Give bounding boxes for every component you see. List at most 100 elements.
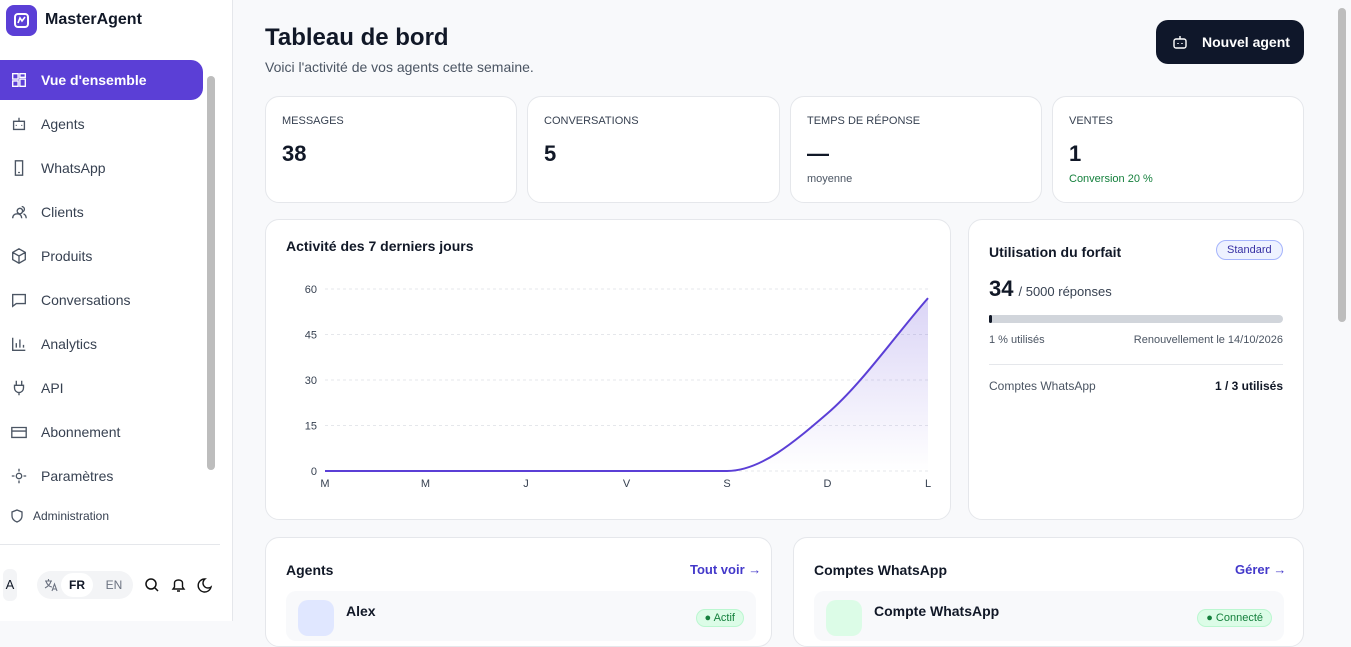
nav-label: Conversations [41,292,131,308]
logo [6,5,37,36]
page-title: Tableau de bord [265,24,449,51]
nav-item[interactable]: Produits [0,236,203,276]
stat-card: MESSAGES 38 [265,96,517,203]
whatsapp-link[interactable]: Gérer → [1235,562,1287,577]
y-tick-label: 0 [311,466,317,478]
stat-label: TEMPS DE RÉPONSE [807,115,921,127]
nav-icon [13,380,25,396]
icon-path [12,73,26,87]
agent-name: Alex [346,603,376,619]
nav-item[interactable]: Clients [0,192,203,232]
progress-fill [989,315,992,323]
activity-card: Activité des 7 derniers jours 0 15 30 45 60 M… [265,219,951,520]
toolbar-icons [145,578,213,593]
nav-label: API [41,380,64,396]
y-tick-label: 15 [305,421,317,433]
nav-label: Vue d'ensemble [41,72,147,88]
agent-status: ● Actif [695,609,744,627]
logo-icon [14,13,29,28]
icon-path [12,117,26,131]
stat-value: 38 [282,141,307,166]
sidebar: MasterAgent Vue d'ensemble Agents WhatsApp… [0,0,233,621]
nav-item[interactable]: WhatsApp [0,148,203,188]
line [325,297,929,472]
account-row[interactable]: Compte WhatsApp ● Connecté [814,591,1284,641]
nav-icon [11,426,27,439]
bot-icon [1173,36,1187,49]
x-tick-label: V [623,478,631,490]
nav-item[interactable]: API [0,368,203,408]
stat-value: 5 [544,141,557,166]
stat-card: VENTES 1 Conversion 20 % [1052,96,1304,203]
icon-path [13,380,25,396]
stat-card: CONVERSATIONS 5 [527,96,780,203]
stat-value: 1 [1069,141,1082,166]
whatsapp-title: Comptes WhatsApp [814,562,947,578]
lang-en[interactable]: EN [105,578,123,592]
nav-label: Abonnement [41,424,121,440]
shield-icon [11,509,23,523]
avatar[interactable]: A [3,569,17,601]
plan-usage: 34 / 5000 réponses [989,276,1112,302]
plan-used: 34 [989,276,1014,301]
agent-row[interactable]: Alex ● Actif [286,591,756,641]
button-text: Nouvel agent [1202,34,1290,50]
usage-label: 1 % utilisés [989,334,1045,346]
x-tick-label: S [723,478,730,490]
agents-card: Agents Tout voir → Alex ● Actif [265,537,772,647]
x-tick-label: M [421,478,430,490]
nav-item[interactable]: Vue d'ensemble [0,60,203,100]
icon-path [12,293,26,308]
link-text: Tout voir [690,562,745,577]
status-text: Connecté [1215,612,1263,624]
nav-item[interactable]: Agents [0,104,203,144]
row-label: Comptes WhatsApp [989,379,1096,393]
link-text: Gérer [1235,562,1270,577]
x-tick-label: M [320,478,329,490]
stat-value: — [807,141,829,166]
admin-link[interactable]: Administration [10,509,109,523]
nav-label: WhatsApp [41,160,106,176]
account-status: ● Connecté [1197,609,1272,627]
nav-item[interactable]: Analytics [0,324,203,364]
plan-card: Utilisation du forfait Standard 34 / 5000… [968,219,1304,520]
lang-fr[interactable]: FR [61,573,93,597]
nav-item[interactable]: Conversations [0,280,203,320]
stat-label: VENTES [1069,115,1114,127]
nav-icon [12,248,26,264]
progress-track [989,315,1283,323]
nav-label: Agents [41,116,85,132]
agents-title: Agents [286,562,334,578]
icon-path [12,205,27,219]
plan-title: Utilisation du forfait [989,244,1122,260]
status-text: Actif [713,612,735,624]
stat-card: TEMPS DE RÉPONSE — moyenne [790,96,1042,203]
nav-icon [11,468,27,484]
page-subtitle: Voici l'activité de vos agents cette sem… [265,59,534,75]
agents-link[interactable]: Tout voir → [690,562,762,577]
new-agent-button[interactable]: Nouvel agent [1156,20,1304,64]
scrollbar [207,76,215,470]
nav-label: Analytics [41,336,98,352]
admin-text: Administration [33,509,110,523]
nav-label: Clients [41,204,84,220]
agent-icon [298,600,334,636]
nav-icon [12,337,26,351]
divider [0,544,220,545]
nav-item[interactable]: Paramètres [0,456,203,496]
icon-path [11,468,27,484]
divider [989,364,1283,365]
nav-icon [12,73,26,87]
icon-path [11,426,27,439]
nav-icon [12,293,26,308]
y-tick-label: 45 [305,330,317,342]
stat-label: MESSAGES [282,115,344,127]
account-icon [826,600,862,636]
x-tick-label: J [523,478,529,490]
y-tick-label: 30 [305,375,317,387]
nav-item[interactable]: Abonnement [0,412,203,452]
nav-label: Produits [41,248,93,264]
stat-label: CONVERSATIONS [544,115,639,127]
nav-icon [12,117,26,131]
